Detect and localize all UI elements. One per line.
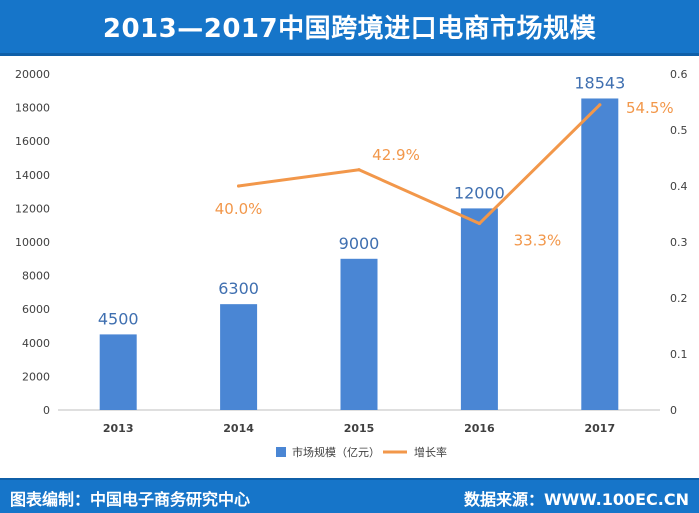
x-tick-label: 2015 <box>344 422 375 435</box>
bar <box>460 208 498 410</box>
right-tick-label: 0 <box>670 404 677 417</box>
left-tick-label: 20000 <box>15 68 50 81</box>
right-tick-label: 0.5 <box>670 124 688 137</box>
line-series: 40.0% 42.9% 33.3% 54.5% <box>215 99 674 250</box>
bar <box>99 334 137 410</box>
left-tick-label: 4000 <box>22 337 50 350</box>
legend-bar-label: 市场规模（亿元） <box>292 445 380 459</box>
right-tick-label: 0.2 <box>670 292 688 305</box>
line-point <box>237 184 241 188</box>
right-tick-label: 0.3 <box>670 236 688 249</box>
line-point <box>598 103 602 107</box>
chart-svg: 0 2000 4000 6000 8000 10000 12000 14000 16000 180… <box>15 68 688 459</box>
bar <box>340 258 378 410</box>
line-data-label: 33.3% <box>514 232 562 250</box>
footer-source: 数据来源：WWW.100EC.CN <box>463 490 689 509</box>
x-tick-label: 2013 <box>103 422 134 435</box>
legend: 市场规模（亿元） 增长率 <box>276 445 447 459</box>
bar <box>581 98 619 410</box>
chart-title: 2013—2017中国跨境进口电商市场规模 <box>0 0 699 56</box>
left-tick-label: 16000 <box>15 135 50 148</box>
bar-data-label: 9000 <box>339 234 380 253</box>
left-axis: 0 2000 4000 6000 8000 10000 12000 14000 16000 180… <box>15 68 50 417</box>
line-point <box>477 221 481 226</box>
footer: 图表编制：中国电子商务研究中心 数据来源：WWW.100EC.CN <box>0 478 699 513</box>
footer-compiler: 图表编制：中国电子商务研究中心 <box>10 490 251 509</box>
x-tick-label: 2016 <box>464 422 495 435</box>
left-tick-label: 18000 <box>15 102 50 115</box>
left-tick-label: 8000 <box>22 270 50 283</box>
right-tick-label: 0.4 <box>670 180 688 193</box>
left-tick-label: 14000 <box>15 169 50 182</box>
bar-series: 4500 6300 9000 12000 18543 <box>98 73 625 410</box>
x-axis: 2013 2014 2015 2016 2017 <box>58 409 660 435</box>
line-data-label: 54.5% <box>626 99 674 117</box>
growth-line <box>237 103 602 226</box>
line-point <box>357 168 361 172</box>
left-tick-label: 12000 <box>15 202 50 215</box>
left-tick-label: 6000 <box>22 303 50 316</box>
left-tick-label: 2000 <box>22 370 50 383</box>
line-data-label: 42.9% <box>372 146 420 164</box>
right-tick-label: 0.6 <box>670 68 688 81</box>
x-tick-label: 2014 <box>223 422 254 435</box>
bar-data-label: 12000 <box>454 183 505 202</box>
line-data-label: 40.0% <box>215 200 263 218</box>
chart-area: 0 2000 4000 6000 8000 10000 12000 14000 16000 180… <box>0 56 699 473</box>
left-tick-label: 0 <box>43 404 50 417</box>
legend-bar-swatch <box>276 447 286 457</box>
left-tick-label: 10000 <box>15 236 50 249</box>
right-axis: 0 0.1 0.2 0.3 0.4 0.5 0.6 <box>670 68 688 417</box>
bar-data-label: 6300 <box>218 279 259 298</box>
legend-line-label: 增长率 <box>414 445 447 459</box>
bar-data-label: 4500 <box>98 309 139 328</box>
right-tick-label: 0.1 <box>670 348 688 361</box>
x-tick-label: 2017 <box>584 422 615 435</box>
bar <box>220 304 258 410</box>
bar-data-label: 18543 <box>574 73 625 92</box>
